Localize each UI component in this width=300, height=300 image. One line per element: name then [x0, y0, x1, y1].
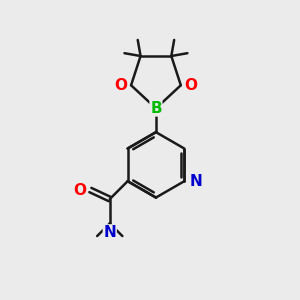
Text: O: O [184, 78, 197, 93]
Text: N: N [190, 174, 202, 189]
Text: B: B [150, 101, 162, 116]
Text: N: N [103, 225, 116, 240]
Text: O: O [115, 78, 128, 93]
Text: O: O [73, 182, 86, 197]
